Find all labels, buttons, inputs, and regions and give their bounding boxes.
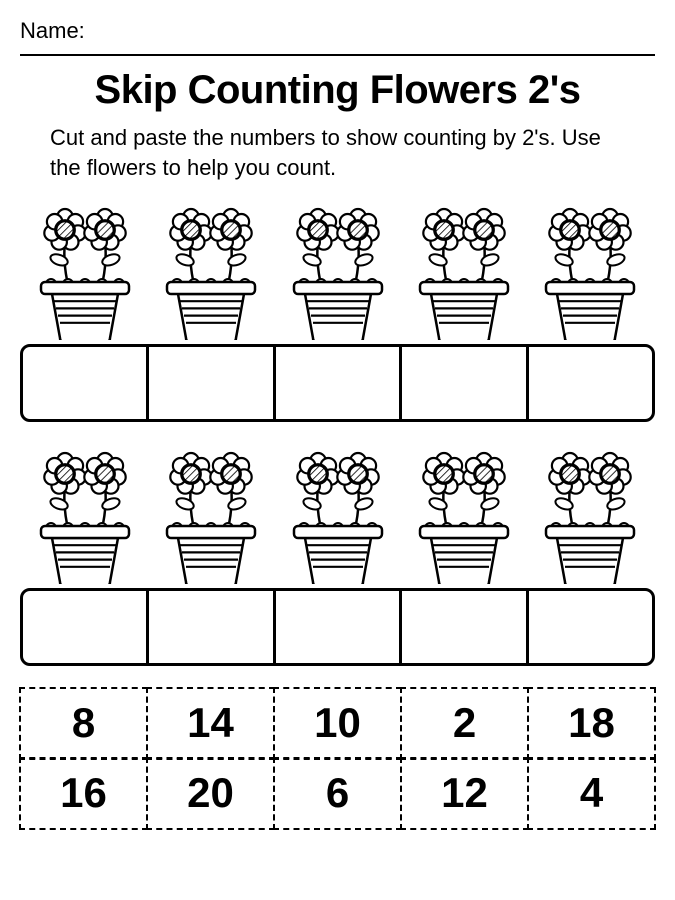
flower-row [20,444,655,584]
answer-box[interactable] [23,591,149,663]
flower-pot-icon [150,444,272,584]
answer-box[interactable] [23,347,149,419]
cutout-number[interactable]: 2 [400,687,530,760]
flower-pot-icon [24,444,146,584]
flower-pot-icon [403,200,525,340]
answer-box[interactable] [276,591,402,663]
cutout-grid: 8 14 10 2 18 16 20 6 12 4 [20,688,655,828]
cutout-number[interactable]: 10 [273,687,403,760]
answer-box[interactable] [402,347,528,419]
answer-box[interactable] [276,347,402,419]
cutout-number[interactable]: 8 [19,687,149,760]
answer-box[interactable] [529,347,652,419]
answer-box-row [20,588,655,666]
cutout-number[interactable]: 20 [146,757,276,830]
flower-pot-icon [529,200,651,340]
cutout-number[interactable]: 16 [19,757,149,830]
cutout-number[interactable]: 18 [527,687,657,760]
name-label: Name: [20,18,655,44]
cutout-number[interactable]: 4 [527,757,657,830]
flower-pot-icon [24,200,146,340]
cutout-row: 8 14 10 2 18 [20,688,655,758]
flower-pot-icon [150,200,272,340]
cutout-number[interactable]: 6 [273,757,403,830]
flower-pot-icon [403,444,525,584]
flower-row [20,200,655,340]
answer-box[interactable] [529,591,652,663]
flower-pot-icon [277,200,399,340]
cutout-number[interactable]: 14 [146,687,276,760]
worksheet-title: Skip Counting Flowers 2's [20,68,655,113]
cutout-row: 16 20 6 12 4 [20,758,655,828]
answer-box-row [20,344,655,422]
answer-box[interactable] [402,591,528,663]
instructions-text: Cut and paste the numbers to show counti… [50,123,625,182]
flower-pot-icon [277,444,399,584]
header-divider [20,54,655,56]
flower-pot-icon [529,444,651,584]
cutout-number[interactable]: 12 [400,757,530,830]
answer-box[interactable] [149,347,275,419]
answer-box[interactable] [149,591,275,663]
